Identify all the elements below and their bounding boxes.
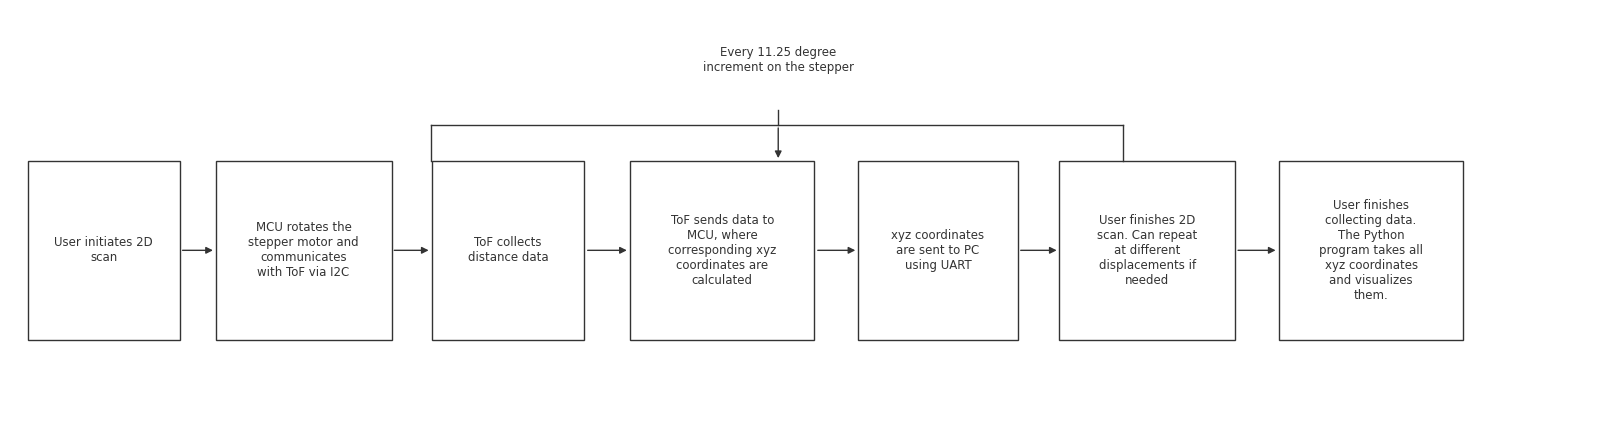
Text: User finishes
collecting data.
The Python
program takes all
xyz coordinates
and : User finishes collecting data. The Pytho…: [1318, 199, 1424, 302]
Bar: [858, 161, 1018, 340]
Bar: [1280, 161, 1464, 340]
Text: ToF collects
distance data: ToF collects distance data: [468, 236, 548, 264]
Text: User initiates 2D
scan: User initiates 2D scan: [54, 236, 153, 264]
Text: ToF sends data to
MCU, where
corresponding xyz
coordinates are
calculated: ToF sends data to MCU, where correspondi…: [668, 214, 777, 287]
Text: Every 11.25 degree
increment on the stepper: Every 11.25 degree increment on the step…: [703, 46, 853, 74]
Bar: [431, 161, 585, 340]
Text: User finishes 2D
scan. Can repeat
at different
displacements if
needed: User finishes 2D scan. Can repeat at dif…: [1098, 214, 1197, 287]
Bar: [1059, 161, 1235, 340]
Text: xyz coordinates
are sent to PC
using UART: xyz coordinates are sent to PC using UAR…: [892, 229, 984, 272]
Bar: [631, 161, 815, 340]
Text: MCU rotates the
stepper motor and
communicates
with ToF via I2C: MCU rotates the stepper motor and commun…: [248, 221, 360, 279]
Bar: [29, 161, 179, 340]
Bar: [216, 161, 392, 340]
